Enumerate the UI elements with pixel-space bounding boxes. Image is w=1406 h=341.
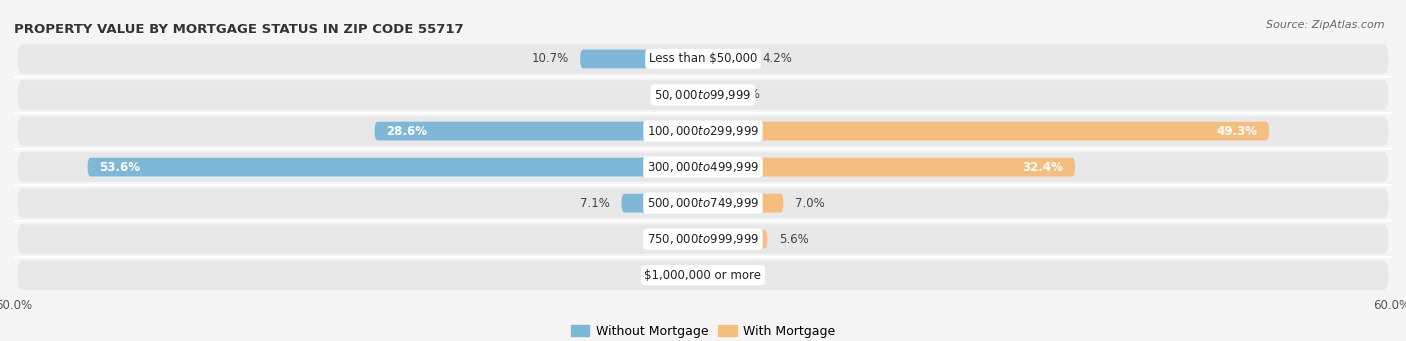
Text: Source: ZipAtlas.com: Source: ZipAtlas.com <box>1267 20 1385 30</box>
Text: 28.6%: 28.6% <box>387 124 427 137</box>
Text: 53.6%: 53.6% <box>98 161 141 174</box>
FancyBboxPatch shape <box>581 49 703 68</box>
Text: 4.2%: 4.2% <box>762 53 793 65</box>
Text: 7.0%: 7.0% <box>794 197 824 210</box>
Text: 5.6%: 5.6% <box>779 233 808 246</box>
FancyBboxPatch shape <box>17 152 1389 182</box>
FancyBboxPatch shape <box>703 122 1270 140</box>
Text: PROPERTY VALUE BY MORTGAGE STATUS IN ZIP CODE 55717: PROPERTY VALUE BY MORTGAGE STATUS IN ZIP… <box>14 23 464 35</box>
FancyBboxPatch shape <box>17 261 1389 290</box>
FancyBboxPatch shape <box>17 44 1389 74</box>
Text: 49.3%: 49.3% <box>1216 124 1257 137</box>
Text: 0.0%: 0.0% <box>720 269 749 282</box>
Text: 1.4%: 1.4% <box>731 89 761 102</box>
Text: $100,000 to $299,999: $100,000 to $299,999 <box>647 124 759 138</box>
FancyBboxPatch shape <box>703 158 1076 176</box>
Text: $300,000 to $499,999: $300,000 to $499,999 <box>647 160 759 174</box>
Text: 0.0%: 0.0% <box>657 269 686 282</box>
Text: $750,000 to $999,999: $750,000 to $999,999 <box>647 232 759 246</box>
FancyBboxPatch shape <box>621 194 703 212</box>
FancyBboxPatch shape <box>703 49 751 68</box>
FancyBboxPatch shape <box>703 230 768 249</box>
Text: 10.7%: 10.7% <box>531 53 568 65</box>
Text: $50,000 to $99,999: $50,000 to $99,999 <box>654 88 752 102</box>
FancyBboxPatch shape <box>703 194 783 212</box>
Text: 32.4%: 32.4% <box>1022 161 1063 174</box>
Text: 0.0%: 0.0% <box>657 233 686 246</box>
FancyBboxPatch shape <box>374 122 703 140</box>
Text: 0.0%: 0.0% <box>657 89 686 102</box>
FancyBboxPatch shape <box>17 116 1389 146</box>
Text: Less than $50,000: Less than $50,000 <box>648 53 758 65</box>
FancyBboxPatch shape <box>17 224 1389 254</box>
Text: 7.1%: 7.1% <box>581 197 610 210</box>
Legend: Without Mortgage, With Mortgage: Without Mortgage, With Mortgage <box>565 320 841 341</box>
FancyBboxPatch shape <box>17 188 1389 218</box>
FancyBboxPatch shape <box>17 80 1389 110</box>
Text: $1,000,000 or more: $1,000,000 or more <box>644 269 762 282</box>
Text: $500,000 to $749,999: $500,000 to $749,999 <box>647 196 759 210</box>
FancyBboxPatch shape <box>703 86 718 104</box>
FancyBboxPatch shape <box>87 158 703 176</box>
